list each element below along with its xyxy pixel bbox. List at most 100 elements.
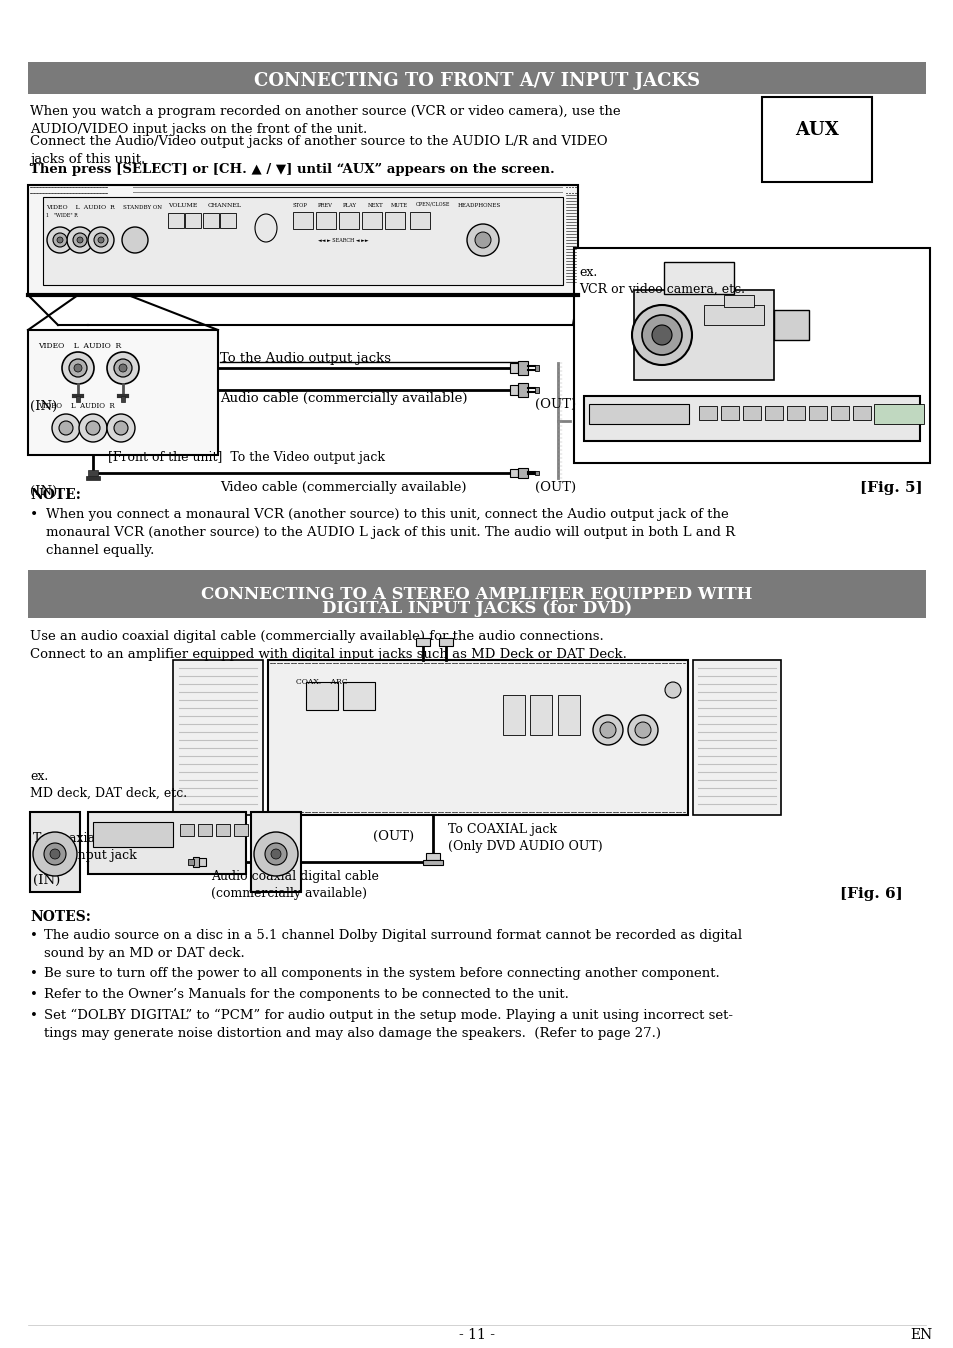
Bar — [385, 212, 405, 229]
Bar — [583, 396, 919, 441]
Text: NOTE:: NOTE: — [30, 488, 81, 501]
Bar — [198, 824, 212, 836]
Text: NOTES:: NOTES: — [30, 910, 91, 923]
Circle shape — [271, 849, 281, 859]
Ellipse shape — [254, 214, 276, 243]
Bar — [88, 470, 98, 476]
Text: Audio cable (commercially available): Audio cable (commercially available) — [220, 392, 467, 404]
Circle shape — [50, 849, 60, 859]
Bar — [188, 859, 193, 865]
Circle shape — [627, 714, 658, 745]
Text: CONNECTING TO A STEREO AMPLIFIER EQUIPPED WITH: CONNECTING TO A STEREO AMPLIFIER EQUIPPE… — [201, 586, 752, 603]
Bar — [86, 476, 100, 480]
Text: [Front of the unit]  To the Video output jack: [Front of the unit] To the Video output … — [108, 452, 385, 464]
Bar — [343, 682, 375, 710]
Circle shape — [475, 232, 491, 248]
Bar — [361, 212, 381, 229]
Bar — [517, 361, 527, 375]
Text: [Fig. 5]: [Fig. 5] — [859, 481, 922, 495]
Bar — [416, 638, 430, 646]
Bar — [268, 661, 687, 816]
Bar — [699, 406, 717, 421]
Text: VOLUME: VOLUME — [168, 204, 197, 208]
Bar — [761, 97, 871, 182]
Circle shape — [599, 723, 616, 737]
Text: •: • — [30, 508, 38, 522]
Text: Then press [SELECT] or [CH. ▲ / ▼] until “AUX” appears on the screen.: Then press [SELECT] or [CH. ▲ / ▼] until… — [30, 163, 554, 177]
Circle shape — [631, 305, 691, 365]
Circle shape — [107, 352, 139, 384]
Text: When you watch a program recorded on another source (VCR or video camera), use t: When you watch a program recorded on ano… — [30, 105, 620, 136]
Text: To the Audio output jacks: To the Audio output jacks — [220, 352, 391, 365]
Circle shape — [73, 233, 87, 247]
Bar — [426, 853, 439, 860]
Bar — [773, 310, 808, 340]
Text: Video cable (commercially available): Video cable (commercially available) — [220, 481, 466, 493]
Text: PREV: PREV — [317, 204, 333, 208]
Text: VIDEO    L  AUDIO  R: VIDEO L AUDIO R — [38, 402, 114, 410]
Text: AUX: AUX — [794, 121, 838, 139]
Bar — [438, 638, 453, 646]
Text: CHANNEL: CHANNEL — [208, 204, 242, 208]
Bar — [703, 305, 763, 325]
Circle shape — [59, 421, 73, 435]
Bar — [315, 212, 335, 229]
Bar — [172, 661, 263, 816]
Text: The audio source on a disc in a 5.1 channel Dolby Digital surround format cannot: The audio source on a disc in a 5.1 chan… — [44, 929, 741, 960]
Bar — [293, 212, 313, 229]
Circle shape — [122, 226, 148, 253]
Bar — [121, 396, 125, 402]
Bar — [634, 290, 773, 380]
Circle shape — [86, 421, 100, 435]
Bar — [220, 213, 235, 228]
Text: VIDEO    L  AUDIO  R: VIDEO L AUDIO R — [46, 205, 114, 210]
Text: EN: EN — [909, 1328, 931, 1343]
Circle shape — [641, 315, 681, 355]
Bar — [588, 404, 688, 425]
Bar — [530, 696, 552, 735]
Circle shape — [88, 226, 113, 253]
Bar — [558, 696, 579, 735]
Bar — [808, 406, 826, 421]
Circle shape — [57, 237, 63, 243]
Text: HEADPHONES: HEADPHONES — [457, 204, 500, 208]
Bar — [28, 62, 925, 94]
Bar — [720, 406, 739, 421]
Bar — [410, 212, 430, 229]
Text: OPEN/CLOSE: OPEN/CLOSE — [416, 202, 450, 208]
Bar — [764, 406, 782, 421]
Circle shape — [52, 414, 80, 442]
Text: Use an audio coaxial digital cable (commercially available) for the audio connec: Use an audio coaxial digital cable (comm… — [30, 630, 603, 643]
Circle shape — [67, 226, 92, 253]
Text: To COAXIAL jack
(Only DVD AUDIO OUT): To COAXIAL jack (Only DVD AUDIO OUT) — [448, 824, 602, 853]
Bar — [92, 822, 172, 847]
Bar — [574, 248, 929, 462]
Bar — [203, 213, 219, 228]
Text: •: • — [30, 988, 38, 1002]
Bar — [510, 469, 517, 477]
Text: Set “DOLBY DIGITAL” to “PCM” for audio output in the setup mode. Playing a unit : Set “DOLBY DIGITAL” to “PCM” for audio o… — [44, 1010, 732, 1039]
Text: 1   "WIDE" R: 1 "WIDE" R — [46, 213, 77, 218]
Text: (IN): (IN) — [30, 400, 57, 412]
Bar — [233, 824, 248, 836]
Bar — [786, 406, 804, 421]
Circle shape — [635, 723, 650, 737]
Bar — [663, 262, 733, 294]
Text: Be sure to turn off the power to all components in the system before connecting : Be sure to turn off the power to all com… — [44, 967, 719, 980]
Text: When you connect a monaural VCR (another source) to this unit, connect the Audio: When you connect a monaural VCR (another… — [46, 508, 735, 557]
Text: COAX.    ARC: COAX. ARC — [295, 678, 347, 686]
Text: DIGITAL INPUT JACKS (for DVD): DIGITAL INPUT JACKS (for DVD) — [321, 600, 632, 617]
Bar — [830, 406, 848, 421]
Circle shape — [467, 224, 498, 256]
Text: Connect to an amplifier equipped with digital input jacks such as MD Deck or DAT: Connect to an amplifier equipped with di… — [30, 648, 626, 661]
Text: CONNECTING TO FRONT A/V INPUT JACKS: CONNECTING TO FRONT A/V INPUT JACKS — [253, 71, 700, 90]
Text: •: • — [30, 929, 38, 942]
Bar — [873, 404, 923, 425]
Text: •: • — [30, 1010, 38, 1022]
Bar — [28, 570, 925, 617]
Bar — [742, 406, 760, 421]
Bar — [510, 386, 517, 395]
Text: NEXT: NEXT — [368, 204, 383, 208]
Circle shape — [265, 842, 287, 865]
Bar — [215, 824, 230, 836]
